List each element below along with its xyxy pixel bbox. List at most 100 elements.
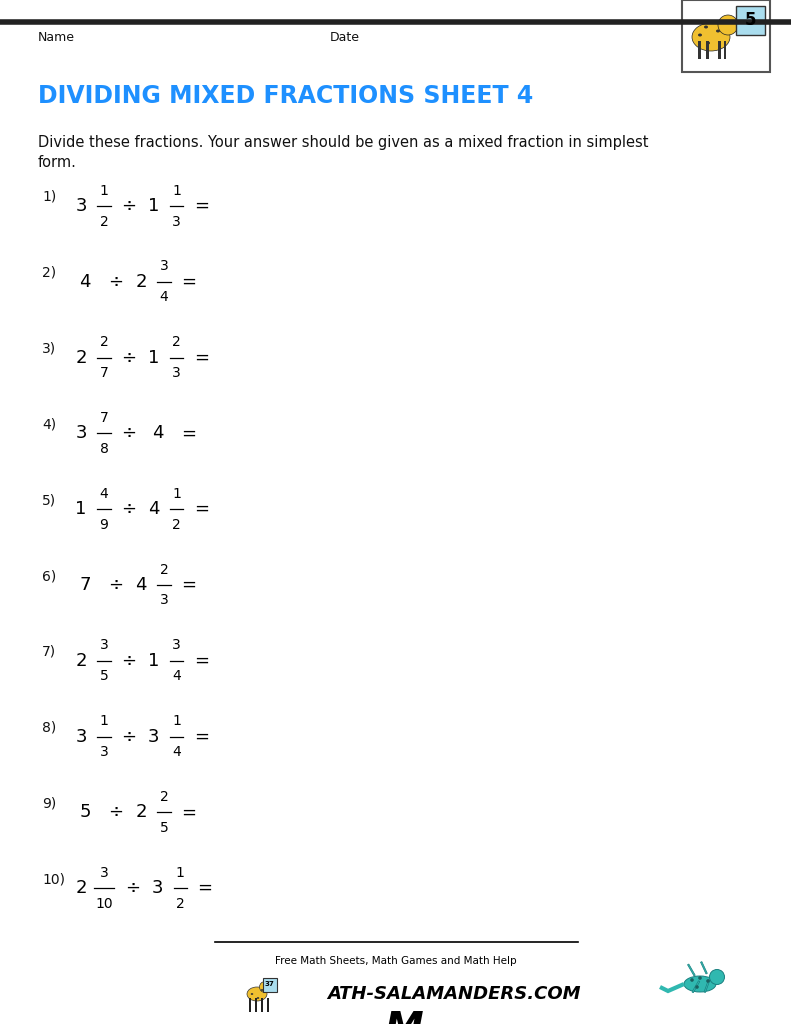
Text: form.: form. (38, 155, 77, 170)
Text: 3): 3) (42, 342, 56, 355)
Text: ÷: ÷ (121, 728, 136, 745)
Text: 6): 6) (42, 569, 56, 583)
Text: 3: 3 (151, 880, 163, 897)
Text: 4: 4 (148, 500, 159, 518)
Text: 3: 3 (148, 728, 159, 745)
Text: 3: 3 (172, 367, 181, 380)
Text: 2: 2 (75, 880, 87, 897)
Text: ATH-SALAMANDERS.COM: ATH-SALAMANDERS.COM (327, 985, 581, 1002)
Ellipse shape (704, 26, 708, 29)
Text: ÷: ÷ (121, 424, 136, 442)
Text: 3: 3 (100, 865, 108, 880)
Ellipse shape (251, 993, 253, 995)
Bar (718, 41, 721, 59)
Bar (698, 41, 701, 59)
Circle shape (698, 976, 702, 980)
Ellipse shape (257, 997, 259, 998)
Text: 5): 5) (42, 494, 56, 507)
Text: 4: 4 (172, 745, 181, 759)
Text: 4: 4 (152, 424, 164, 442)
Ellipse shape (706, 42, 710, 44)
Text: 4: 4 (79, 272, 91, 291)
Text: 7): 7) (42, 645, 56, 658)
Text: 3: 3 (172, 638, 181, 652)
Bar (692, 981, 700, 992)
Text: 1: 1 (75, 500, 87, 518)
Text: 2: 2 (172, 335, 181, 349)
Text: 10): 10) (42, 872, 65, 886)
Text: 1: 1 (172, 714, 181, 728)
Text: =: = (194, 348, 209, 367)
Text: 2: 2 (160, 790, 168, 804)
Text: 1: 1 (148, 652, 159, 670)
Text: 7: 7 (100, 411, 108, 425)
Ellipse shape (684, 976, 716, 992)
Text: Date: Date (330, 31, 360, 43)
Text: ÷: ÷ (108, 272, 123, 291)
Text: 1: 1 (100, 714, 108, 728)
Text: 1: 1 (148, 197, 159, 215)
Text: =: = (194, 728, 209, 745)
Text: 3: 3 (75, 197, 87, 215)
Text: 5: 5 (79, 804, 91, 821)
Ellipse shape (247, 987, 267, 1001)
Text: 3: 3 (100, 745, 108, 759)
Text: 5: 5 (745, 11, 756, 29)
Ellipse shape (716, 30, 720, 33)
Ellipse shape (698, 34, 702, 37)
Text: DIVIDING MIXED FRACTIONS SHEET 4: DIVIDING MIXED FRACTIONS SHEET 4 (38, 84, 533, 108)
Text: ÷: ÷ (121, 652, 136, 670)
Text: 2: 2 (135, 272, 147, 291)
Bar (267, 998, 269, 1012)
Text: ÷: ÷ (121, 197, 136, 215)
Text: 4: 4 (100, 486, 108, 501)
Text: Name: Name (38, 31, 75, 43)
Text: 3: 3 (160, 259, 168, 273)
Text: 2: 2 (100, 335, 108, 349)
Bar (682, 0, 770, 72)
Text: =: = (181, 804, 196, 821)
Circle shape (706, 979, 710, 983)
Text: 3: 3 (75, 728, 87, 745)
Text: 7: 7 (79, 575, 91, 594)
Text: 4: 4 (172, 670, 181, 683)
Text: Divide these fractions. Your answer should be given as a mixed fraction in simpl: Divide these fractions. Your answer shou… (38, 134, 649, 150)
Text: 4): 4) (42, 418, 56, 431)
Text: 2: 2 (135, 804, 147, 821)
Text: =: = (181, 272, 196, 291)
Text: 1: 1 (100, 183, 108, 198)
Text: =: = (181, 575, 196, 594)
FancyBboxPatch shape (263, 978, 277, 991)
Text: 3: 3 (172, 214, 181, 228)
Text: 1): 1) (42, 190, 56, 204)
Circle shape (691, 978, 694, 982)
Text: 7: 7 (100, 367, 108, 380)
Text: =: = (194, 652, 209, 670)
Text: Free Math Sheets, Math Games and Math Help: Free Math Sheets, Math Games and Math He… (275, 956, 517, 966)
Text: 5: 5 (100, 670, 108, 683)
Circle shape (695, 985, 698, 989)
Text: 9: 9 (100, 518, 108, 531)
Bar (261, 998, 263, 1012)
Bar (724, 41, 726, 59)
Text: 2: 2 (75, 348, 87, 367)
Bar (701, 962, 707, 974)
Text: 37: 37 (265, 981, 274, 987)
Text: 8): 8) (42, 721, 56, 734)
Text: 2: 2 (75, 652, 87, 670)
Text: 1: 1 (172, 486, 181, 501)
Text: ÷: ÷ (108, 804, 123, 821)
Circle shape (718, 15, 738, 35)
Text: 2): 2) (42, 266, 56, 280)
Text: 3: 3 (100, 638, 108, 652)
Text: 2: 2 (160, 562, 168, 577)
Text: 2: 2 (100, 214, 108, 228)
Text: 1: 1 (172, 183, 181, 198)
Text: 10: 10 (95, 897, 113, 910)
FancyBboxPatch shape (736, 6, 765, 35)
Text: 1: 1 (176, 865, 184, 880)
Bar (704, 980, 710, 992)
Circle shape (259, 981, 271, 992)
Text: ÷: ÷ (108, 575, 123, 594)
Bar (687, 964, 695, 976)
